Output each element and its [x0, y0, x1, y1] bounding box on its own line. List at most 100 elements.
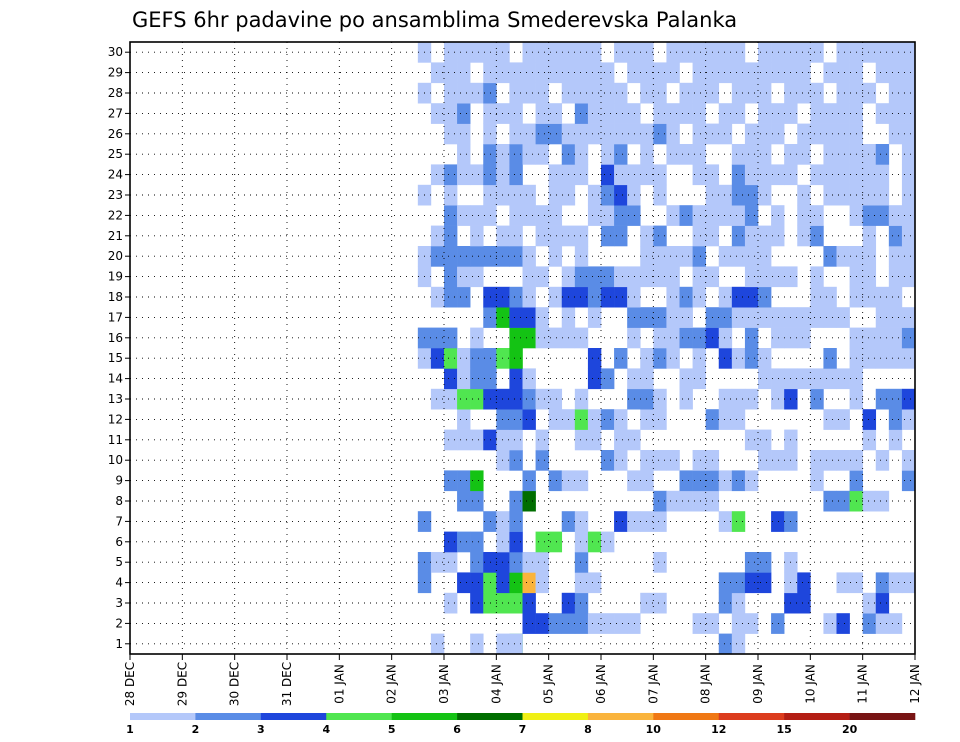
precip-cell	[836, 164, 850, 186]
precip-cell	[888, 572, 903, 594]
precip-cell	[522, 613, 536, 634]
precip-cell	[430, 633, 445, 655]
precip-cell	[574, 82, 589, 104]
precip-cell	[496, 348, 510, 369]
precip-cell	[836, 490, 850, 512]
colorbar-swatch	[653, 713, 720, 720]
precip-cell	[731, 82, 746, 104]
x-axis-ticks: 28 DEC 29 DEC 30 DEC 31 DEC 01 JAN 02 JAN 03 J…	[123, 654, 922, 706]
precip-cell	[444, 592, 458, 614]
precip-cell	[457, 42, 471, 63]
precip-cell	[535, 266, 549, 288]
precip-cell	[457, 286, 471, 308]
precip-cell	[823, 184, 837, 206]
precip-cell	[731, 144, 746, 165]
precip-cell	[444, 552, 458, 573]
precip-cell	[653, 225, 667, 247]
precip-cell	[692, 286, 706, 308]
x-tick-label: 10 JAN	[803, 664, 817, 704]
precip-cell	[731, 388, 746, 410]
precip-cell	[457, 531, 471, 553]
precip-cell	[731, 307, 746, 328]
precip-cell	[496, 388, 510, 410]
precip-cell	[444, 470, 458, 492]
precip-cell	[574, 572, 589, 594]
precip-cell	[823, 613, 837, 634]
precip-cell	[744, 388, 759, 410]
precip-cell	[601, 103, 615, 124]
precip-cell	[509, 164, 523, 186]
precip-cell	[797, 62, 811, 84]
precip-cell	[522, 82, 536, 104]
precip-cell	[810, 388, 824, 410]
precip-cell	[823, 348, 837, 369]
precip-cell	[771, 103, 785, 124]
precip-cell	[888, 429, 903, 451]
precip-cell	[679, 490, 693, 512]
precip-cell	[718, 470, 733, 492]
precip-cell	[823, 246, 837, 267]
precip-cell	[627, 164, 641, 186]
precip-cell	[587, 184, 602, 206]
precip-cell	[470, 531, 484, 553]
precip-cell	[496, 286, 510, 308]
precip-cell	[614, 184, 628, 206]
precip-cell	[601, 409, 615, 430]
precip-cell	[797, 368, 811, 390]
precip-cell	[771, 307, 785, 328]
precip-cell	[444, 327, 458, 349]
precip-cell	[535, 613, 549, 634]
precip-cell	[535, 144, 549, 165]
precip-cell	[758, 429, 772, 451]
precip-cell	[627, 123, 641, 145]
precip-cell	[548, 613, 563, 634]
precip-cell	[797, 592, 811, 614]
precip-cell	[444, 164, 458, 186]
precip-cell	[470, 225, 484, 247]
colorbar-level-label: 20	[842, 723, 858, 736]
precip-cell	[614, 123, 628, 145]
precip-cell	[522, 490, 536, 512]
precip-cell	[771, 450, 785, 471]
precip-cell	[627, 205, 641, 226]
precip-cell	[810, 123, 824, 145]
precip-cell	[548, 470, 563, 492]
precip-cell	[653, 184, 667, 206]
precip-cell	[587, 62, 602, 84]
precip-cell	[901, 572, 916, 594]
precip-cell	[862, 266, 877, 288]
precip-cell	[653, 123, 667, 145]
precip-cell	[744, 470, 759, 492]
precip-cell	[901, 164, 916, 186]
precip-cell	[888, 388, 903, 410]
precip-cell	[548, 409, 563, 430]
precip-cell	[457, 572, 471, 594]
precip-cell	[771, 225, 785, 247]
precip-cell	[731, 592, 746, 614]
precip-cell	[744, 164, 759, 186]
precip-cell	[797, 307, 811, 328]
precip-cell	[509, 531, 523, 553]
precip-cell	[823, 286, 837, 308]
precip-cell	[627, 307, 641, 328]
precip-cell	[888, 246, 903, 267]
precip-cell	[430, 225, 445, 247]
precip-cell	[862, 327, 877, 349]
precip-cell	[679, 286, 693, 308]
precip-cell	[457, 123, 471, 145]
precip-cell	[731, 246, 746, 267]
precip-cell	[718, 62, 733, 84]
precip-cell	[614, 82, 628, 104]
precip-cell	[771, 123, 785, 145]
y-tick-label: 14	[108, 372, 123, 386]
precip-cell	[901, 205, 916, 226]
x-tick-label: 11 JAN	[856, 664, 870, 704]
precip-cell	[718, 388, 733, 410]
precip-cell	[444, 42, 458, 63]
x-tick-label: 09 JAN	[751, 664, 765, 704]
precip-cell	[888, 225, 903, 247]
precip-cell	[744, 82, 759, 104]
precip-cell	[875, 592, 890, 614]
precip-cell	[718, 348, 733, 369]
precip-cell	[836, 613, 850, 634]
